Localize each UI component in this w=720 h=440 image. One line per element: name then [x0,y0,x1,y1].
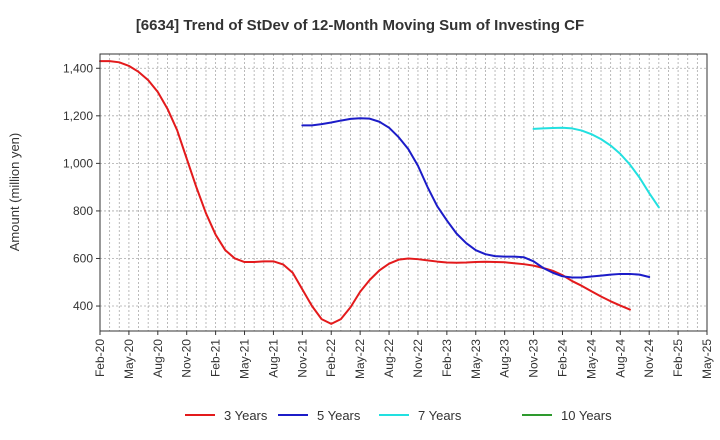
x-tick-label: Nov-24 [642,339,656,378]
x-tick-label: May-23 [469,339,483,379]
legend-label-3-years: 3 Years [224,408,268,423]
x-tick-label: Aug-21 [266,339,280,378]
x-tick-label: Nov-20 [180,339,194,378]
x-tick-label: Feb-21 [209,339,223,377]
x-tick-label: Feb-25 [671,339,685,377]
plot-frame [99,53,708,332]
x-tick-label: Nov-22 [411,339,425,378]
chart-title: [6634] Trend of StDev of 12-Month Moving… [136,17,584,34]
x-tick-label: Feb-23 [440,339,454,377]
y-tick-label: 1,200 [63,109,93,123]
x-tick-label: Nov-21 [295,339,309,378]
legend-label-7-years: 7 Years [418,408,462,423]
series-line-5-years [301,117,651,279]
x-tick-label: Aug-23 [498,339,512,378]
y-tick-label: 400 [73,299,93,313]
x-tick-label: Aug-22 [382,339,396,378]
x-tick-label: Aug-24 [613,339,627,378]
x-tick-label: May-21 [238,339,252,379]
legend-label-10-years: 10 Years [561,408,612,423]
plot-area [100,54,707,331]
y-axis-ticks: 400 600 800 1,000 1,200 1,400 [63,61,100,313]
x-tick-label: May-20 [122,339,136,379]
x-tick-label: May-24 [584,339,598,379]
y-tick-label: 1,400 [63,61,93,75]
grid [100,54,707,331]
legend: 3 Years 5 Years 7 Years 10 Years [185,408,612,423]
x-axis-ticks: Feb-20 May-20 Aug-20 Nov-20 Feb-21 May-21 Aug-… [93,331,714,379]
x-tick-label: May-22 [353,339,367,379]
x-tick-label: May-25 [700,339,714,379]
x-tick-label: Aug-20 [151,339,165,378]
x-tick-label: Nov-23 [527,339,541,378]
y-tick-label: 600 [73,251,93,265]
series-lines [99,60,660,325]
x-tick-label: Feb-24 [555,339,569,377]
y-axis-label: Amount (million yen) [7,133,22,252]
y-tick-label: 800 [73,204,93,218]
x-tick-label: Feb-20 [93,339,107,377]
y-tick-label: 1,000 [63,156,93,170]
x-tick-label: Feb-22 [324,339,338,377]
series-line-7-years [532,126,660,209]
legend-label-5-years: 5 Years [317,408,361,423]
